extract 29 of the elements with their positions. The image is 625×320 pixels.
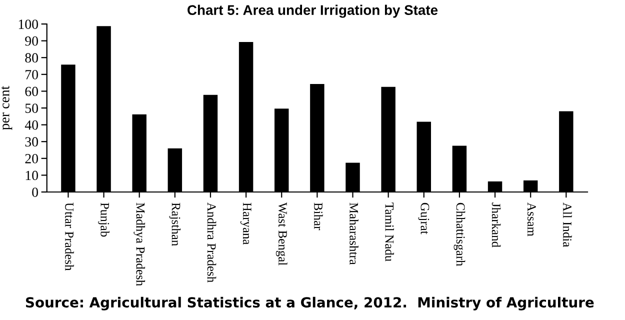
x-tick-label: Wast Bengal bbox=[276, 202, 288, 266]
x-tick-label: Assam bbox=[527, 202, 536, 236]
x-tick-label: All India bbox=[563, 202, 572, 248]
x-tick-label: Andhra Pradesh bbox=[207, 202, 216, 282]
x-tick-label: Tamil Nadu bbox=[385, 202, 394, 262]
y-tick-label: 60 bbox=[25, 86, 38, 96]
y-tick-label: 40 bbox=[24, 120, 38, 130]
y-tick-label: 70 bbox=[26, 70, 38, 80]
y-axis-title: per cent bbox=[1, 86, 12, 130]
x-tick-label: Maharashtra bbox=[350, 202, 358, 265]
x-tick-label: Jharkand bbox=[492, 202, 501, 248]
y-tick-label: 20 bbox=[25, 154, 38, 164]
y-tick-label: 80 bbox=[25, 53, 38, 63]
y-tick-label: 30 bbox=[25, 137, 38, 147]
x-tick-label: Punjab bbox=[98, 202, 110, 237]
x-tick-label: Gujrat bbox=[418, 202, 430, 234]
x-tick-label: Madhya Pradesh bbox=[134, 202, 146, 286]
source-note: Source: Agricultural Statistics at a Glance, 2012. Ministry of Agriculture bbox=[26, 296, 594, 310]
y-tick-label: 10 bbox=[26, 170, 38, 180]
y-tick-label: 90 bbox=[25, 36, 38, 46]
x-tick-label: Uttar Pradesh bbox=[65, 202, 74, 271]
x-tick-label: Bihar bbox=[314, 202, 323, 230]
y-tick-label: 0 bbox=[32, 188, 38, 197]
x-tick-label: Haryana bbox=[240, 202, 252, 245]
chart-title: Chart 5: Area under Irrigation by State bbox=[188, 4, 438, 18]
y-tick-label: 50 bbox=[25, 104, 38, 113]
x-tick-label: Rajsthan bbox=[169, 202, 181, 246]
x-tick-label: Chhattisgarh bbox=[454, 202, 466, 266]
y-tick-label: 100 bbox=[18, 20, 38, 29]
